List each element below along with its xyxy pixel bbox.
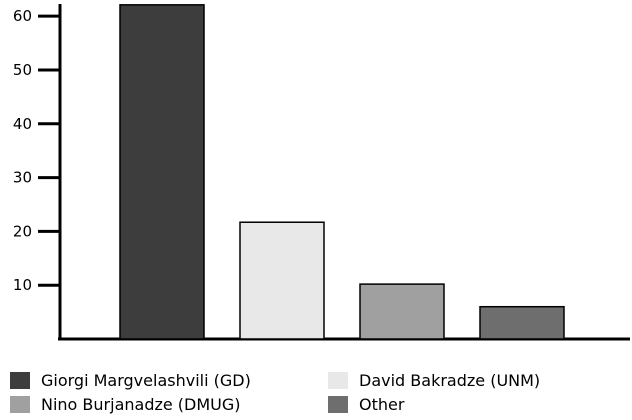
legend-item-unm: David Bakradze (UNM) <box>328 370 540 390</box>
legend-label-dmug: Nino Burjanadze (DMUG) <box>41 394 241 414</box>
y-tick-label-60: 60 <box>13 7 32 25</box>
legend-swatch-dmug <box>10 395 30 413</box>
bar-dmug <box>359 283 445 340</box>
legend-label-gd: Giorgi Margvelashvili (GD) <box>41 370 251 390</box>
bar-gd <box>119 4 205 340</box>
bar-other <box>479 305 565 340</box>
y-tick-label-30: 30 <box>13 169 32 187</box>
legend-swatch-gd <box>10 371 30 389</box>
y-tick-label-40: 40 <box>13 115 32 133</box>
legend-item-dmug: Nino Burjanadze (DMUG) <box>10 394 241 414</box>
legend-swatch-unm <box>328 371 348 389</box>
y-tick-label-50: 50 <box>13 61 32 79</box>
legend-item-other: Other <box>328 394 404 414</box>
legend: Giorgi Margvelashvili (GD) David Bakradz… <box>10 368 630 418</box>
legend-label-unm: David Bakradze (UNM) <box>359 370 541 390</box>
legend-item-gd: Giorgi Margvelashvili (GD) <box>10 370 251 390</box>
legend-swatch-other <box>328 395 348 413</box>
y-tick-label-20: 20 <box>13 222 32 240</box>
bar-chart: 10 20 30 40 50 60 <box>13 4 630 341</box>
y-tick-label-10: 10 <box>13 276 32 294</box>
legend-label-other: Other <box>359 394 405 414</box>
bar-unm <box>239 221 325 340</box>
